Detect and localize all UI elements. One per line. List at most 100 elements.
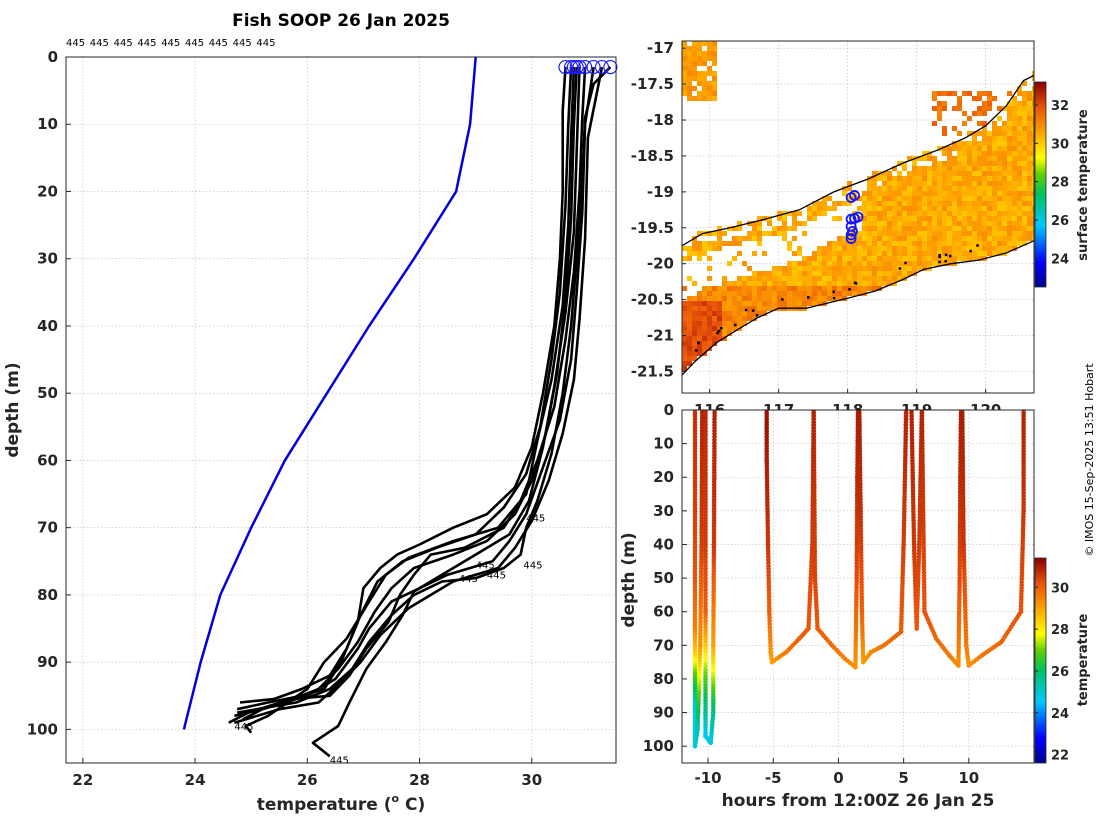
sst-cell — [782, 236, 787, 241]
sst-cell — [917, 216, 922, 221]
sst-cell — [897, 176, 902, 181]
sst-cell — [732, 291, 737, 296]
sst-cell — [1017, 156, 1022, 161]
sst-cell — [802, 301, 807, 306]
sst-cell — [817, 246, 822, 251]
sst-cell — [897, 231, 902, 236]
sst-cell — [1022, 146, 1027, 151]
sst-cell — [1012, 151, 1017, 156]
sst-cell — [902, 226, 907, 231]
colorbar-tick-label: 28 — [1051, 176, 1069, 191]
sst-cell — [957, 96, 962, 101]
sst-cell — [947, 201, 952, 206]
colorbar-tick-label: 26 — [1051, 665, 1069, 680]
sst-cell — [742, 261, 747, 266]
sst-cell — [682, 321, 687, 326]
sst-cell — [922, 231, 927, 236]
sst-cell — [1022, 211, 1027, 216]
sst-cell — [1017, 196, 1022, 201]
sst-cell — [987, 141, 992, 146]
sst-cell — [787, 286, 792, 291]
sst-cell — [712, 91, 717, 96]
sst-cell — [872, 201, 877, 206]
map-station-marker — [845, 229, 857, 241]
sst-cell — [702, 86, 707, 91]
sst-cell — [752, 291, 757, 296]
sst-cell — [767, 301, 772, 306]
sst-cell — [787, 226, 792, 231]
sst-cell — [1002, 201, 1007, 206]
sst-cell — [922, 191, 927, 196]
sst-cell — [932, 171, 937, 176]
sst-cell — [1022, 101, 1027, 106]
sst-cell — [957, 186, 962, 191]
map-panel: -17-17.5-18-18.5-19-19.5-20-20.5-21-21.5… — [631, 39, 1091, 419]
sst-cell — [942, 256, 947, 261]
sst-cell — [907, 211, 912, 216]
sst-cell — [827, 291, 832, 296]
sst-cell — [697, 231, 702, 236]
sst-cell — [707, 96, 712, 101]
sst-cell — [842, 251, 847, 256]
sst-cell — [702, 311, 707, 316]
sst-cell — [827, 296, 832, 301]
sst-cell — [687, 61, 692, 66]
sst-cell — [877, 271, 882, 276]
sst-cell — [702, 296, 707, 301]
sst-cell — [932, 251, 937, 256]
sst-cell — [842, 261, 847, 266]
sst-cell — [747, 291, 752, 296]
sst-cell — [857, 271, 862, 276]
sst-cell — [967, 131, 972, 136]
sst-cell — [952, 166, 957, 171]
sst-cell — [682, 301, 687, 306]
sst-cell — [802, 256, 807, 261]
sst-cell — [702, 91, 707, 96]
sst-cell — [937, 196, 942, 201]
sst-cell — [762, 216, 767, 221]
sst-cell — [827, 196, 832, 201]
sst-cell — [837, 216, 842, 221]
sst-cell — [1032, 131, 1034, 136]
sst-cell — [1027, 211, 1032, 216]
sst-cell — [957, 156, 962, 161]
sst-cell — [722, 321, 727, 326]
sst-cell — [907, 196, 912, 201]
sst-cell — [742, 291, 747, 296]
sst-cell — [812, 296, 817, 301]
sst-cell — [997, 141, 1002, 146]
sst-cell — [917, 176, 922, 181]
sst-cell — [1002, 226, 1007, 231]
sst-cell — [827, 281, 832, 286]
sst-cell — [952, 231, 957, 236]
sst-cell — [882, 196, 887, 201]
sst-cell — [742, 311, 747, 316]
sst-cell — [907, 236, 912, 241]
ts-y-tick-label: 70 — [653, 636, 674, 654]
sst-cell — [882, 231, 887, 236]
sst-cell — [1012, 236, 1017, 241]
sst-cell — [982, 191, 987, 196]
sst-cell — [777, 231, 782, 236]
sst-cell — [702, 61, 707, 66]
sst-cell — [892, 191, 897, 196]
sst-cell — [997, 246, 1002, 251]
sst-cell — [787, 241, 792, 246]
sst-cell — [907, 226, 912, 231]
sst-cell — [822, 206, 827, 211]
sst-cell — [862, 286, 867, 291]
sst-cell — [1007, 226, 1012, 231]
sst-cell — [997, 191, 1002, 196]
sst-cell — [702, 56, 707, 61]
sst-cell — [997, 216, 1002, 221]
sst-cell — [1017, 131, 1022, 136]
sst-cell — [927, 251, 932, 256]
sst-cell — [797, 281, 802, 286]
sst-cell — [702, 246, 707, 251]
sst-cell — [922, 156, 927, 161]
sst-cell — [732, 226, 737, 231]
top-label: 445 — [209, 38, 228, 49]
sst-cell — [927, 181, 932, 186]
